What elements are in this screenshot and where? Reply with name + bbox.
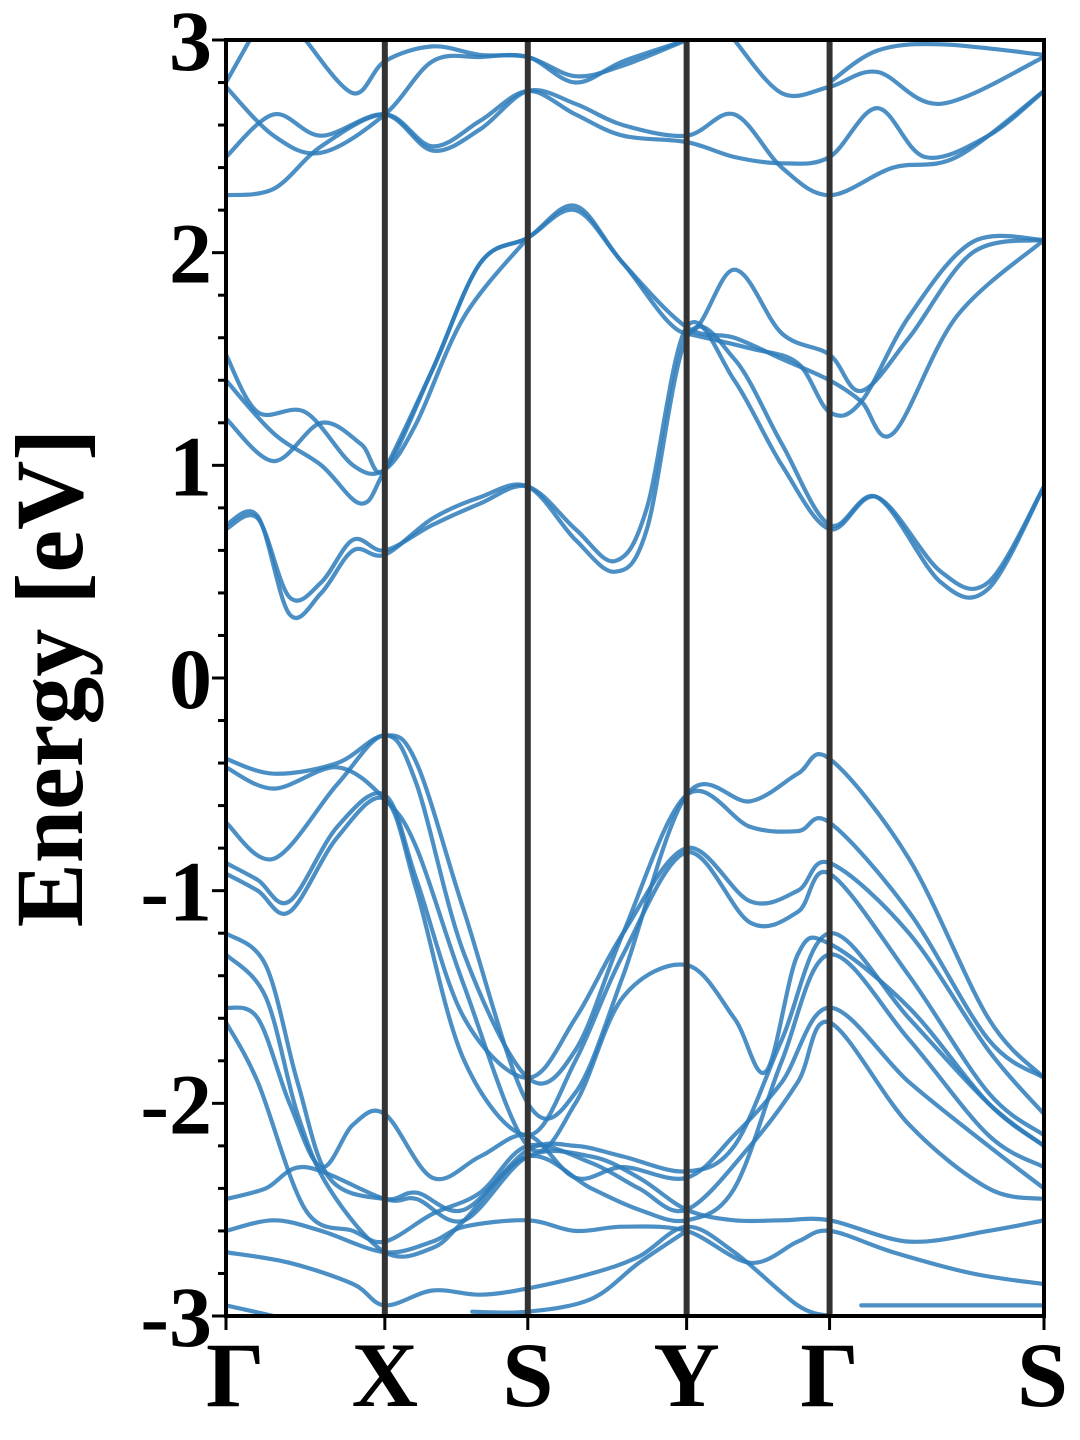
band-line-1	[226, 1148, 1044, 1244]
kpoint-label-2: S	[502, 1324, 553, 1426]
band-lines	[226, 40, 1044, 1316]
y-tick-label: 3	[169, 0, 212, 89]
kpoint-label-5: S	[1017, 1324, 1068, 1426]
kpoint-label-3: Y	[653, 1324, 719, 1426]
band-line-5	[470, 1228, 689, 1315]
y-axis-label: Energy [eV]	[0, 429, 103, 928]
band-line-11	[226, 791, 1044, 1117]
band-line-8	[226, 952, 1044, 1259]
band-line-18	[226, 207, 1044, 475]
y-tick-label: -3	[140, 1269, 212, 1365]
high-symmetry-lines	[381, 40, 833, 1316]
band-line-12	[226, 795, 1044, 1138]
band-line-25	[226, 40, 252, 85]
band-line-23	[226, 88, 1044, 198]
band-line-10	[226, 1019, 1044, 1245]
plot-frame	[224, 38, 1046, 1318]
y-tick-label: -1	[140, 844, 212, 940]
kpoint-label-4: Γ	[800, 1324, 859, 1426]
band-line-17	[226, 324, 1044, 620]
y-tick-label: 2	[169, 206, 212, 302]
band-line-19	[226, 203, 1044, 506]
band-line-2	[226, 1218, 1044, 1287]
kpoint-label-1: X	[352, 1324, 418, 1426]
y-tick-label: 1	[169, 418, 212, 514]
band-line-20	[226, 235, 530, 476]
y-tick-label: 0	[169, 631, 212, 727]
kpoint-label-0: Γ	[206, 1324, 265, 1426]
y-axis-tick-labels: -3 -2 -1 0 1 2 3	[140, 0, 212, 1365]
band-line-26	[303, 40, 689, 96]
band-line-21	[684, 233, 1044, 418]
band-line-27	[732, 40, 1044, 106]
band-line-9	[226, 1005, 1044, 1191]
y-tick-label: -2	[140, 1056, 212, 1152]
band-line-28	[827, 41, 1044, 85]
band-line-7	[226, 931, 1044, 1214]
